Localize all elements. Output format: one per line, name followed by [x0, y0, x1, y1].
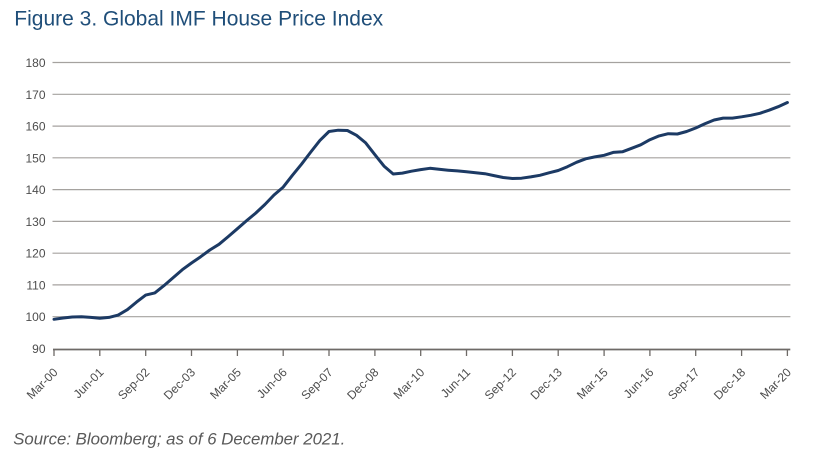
svg-text:Mar-10: Mar-10 [391, 365, 428, 402]
svg-text:Mar-05: Mar-05 [207, 365, 244, 402]
svg-text:Sep-17: Sep-17 [665, 365, 702, 402]
svg-text:Mar-00: Mar-00 [24, 365, 61, 402]
svg-text:Dec-03: Dec-03 [161, 365, 198, 402]
svg-text:150: 150 [25, 151, 45, 165]
svg-text:Mar-15: Mar-15 [574, 365, 611, 402]
svg-text:130: 130 [25, 215, 45, 229]
svg-text:Sep-02: Sep-02 [115, 365, 152, 402]
svg-text:Jun-01: Jun-01 [71, 365, 107, 401]
svg-text:160: 160 [25, 120, 45, 134]
svg-text:Dec-08: Dec-08 [344, 365, 381, 402]
svg-text:110: 110 [26, 278, 45, 292]
svg-text:Mar-20: Mar-20 [757, 365, 794, 402]
svg-text:Jun-16: Jun-16 [621, 365, 657, 401]
svg-text:Sep-07: Sep-07 [298, 365, 335, 402]
svg-text:Source: Bloomberg; as of 6 Dec: Source: Bloomberg; as of 6 December 2021… [13, 430, 345, 449]
svg-text:Figure 3. Global IMF House Pri: Figure 3. Global IMF House Price Index [14, 8, 383, 31]
svg-text:90: 90 [32, 342, 46, 356]
svg-text:Dec-13: Dec-13 [528, 365, 565, 402]
svg-text:170: 170 [25, 88, 45, 102]
svg-text:Jun-06: Jun-06 [254, 365, 290, 401]
svg-text:Sep-12: Sep-12 [482, 365, 519, 402]
svg-text:Jun-11: Jun-11 [438, 365, 473, 400]
svg-text:120: 120 [25, 247, 45, 261]
svg-text:180: 180 [25, 56, 45, 70]
svg-text:Dec-18: Dec-18 [711, 365, 748, 402]
svg-text:140: 140 [25, 183, 45, 197]
svg-text:100: 100 [25, 310, 45, 324]
